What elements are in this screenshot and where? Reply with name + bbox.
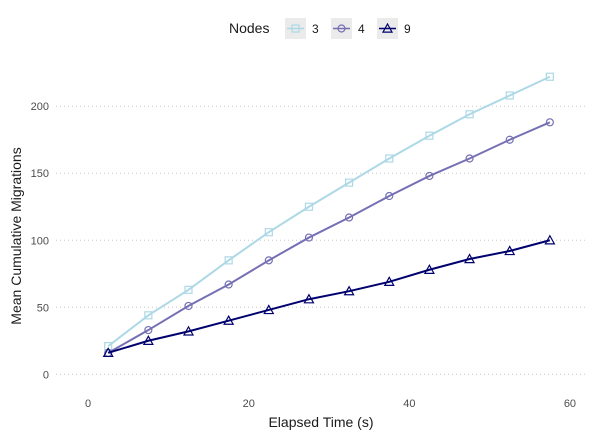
data-point	[385, 154, 394, 163]
data-point	[224, 256, 233, 265]
data-point	[505, 135, 514, 144]
legend-marker	[291, 24, 300, 33]
legend-item-9: 9	[377, 18, 411, 39]
data-point	[345, 213, 354, 222]
data-point	[545, 118, 554, 127]
legend-label: 3	[312, 22, 319, 36]
legend-label: 9	[404, 22, 411, 36]
y-axis-title: Mean Cumulative Migrations	[8, 147, 24, 324]
y-axis: 0 50 100 150 200	[31, 101, 49, 381]
series-line	[107, 239, 551, 354]
legend-title: Nodes	[229, 20, 269, 36]
legend-marker	[337, 24, 346, 33]
data-point	[465, 154, 474, 163]
legend: Nodes 3 4 9	[229, 18, 411, 39]
data-point	[464, 253, 476, 264]
x-tick-label: 0	[85, 398, 91, 410]
x-axis-title: Elapsed Time (s)	[268, 414, 373, 430]
data-point	[102, 347, 114, 358]
data-point	[504, 245, 516, 256]
data-point	[505, 91, 514, 100]
legend-item-3: 3	[285, 18, 319, 39]
data-point	[304, 233, 314, 242]
data-point	[264, 256, 273, 265]
data-point	[184, 301, 193, 311]
y-tick-label: 200	[31, 101, 49, 113]
data-point	[425, 171, 434, 181]
x-tick-label: 40	[403, 398, 415, 410]
series-3	[104, 72, 554, 351]
y-tick-label: 0	[43, 369, 49, 381]
data-point	[425, 131, 434, 140]
y-tick-label: 150	[31, 168, 49, 180]
data-point	[345, 178, 354, 187]
x-tick-label: 20	[243, 398, 255, 410]
data-point	[144, 325, 153, 335]
legend-item-4: 4	[331, 18, 365, 39]
data-point	[544, 234, 556, 245]
y-tick-label: 50	[37, 302, 49, 314]
series-9	[102, 234, 556, 358]
data-point	[465, 110, 474, 119]
y-tick-label: 100	[31, 235, 49, 247]
data-point	[304, 202, 314, 211]
data-point	[423, 264, 435, 274]
data-point	[385, 191, 394, 201]
data-point	[142, 335, 154, 345]
data-point	[383, 276, 395, 287]
series-4	[104, 118, 554, 357]
data-point	[223, 314, 235, 325]
series-line	[107, 75, 551, 347]
data-point	[264, 228, 273, 237]
legend-marker	[381, 22, 394, 33]
series-line	[107, 121, 551, 354]
data-point	[184, 285, 193, 294]
grid	[56, 105, 586, 375]
data-point	[263, 304, 275, 315]
data-point	[144, 311, 153, 320]
data-point	[224, 280, 233, 289]
x-axis: 0 20 40 60	[85, 398, 576, 410]
legend-label: 4	[358, 22, 365, 36]
x-tick-label: 60	[564, 398, 576, 410]
plot-area	[102, 72, 556, 358]
data-point	[343, 285, 355, 296]
data-point	[182, 325, 195, 336]
data-point	[545, 72, 554, 81]
data-point	[303, 293, 315, 304]
